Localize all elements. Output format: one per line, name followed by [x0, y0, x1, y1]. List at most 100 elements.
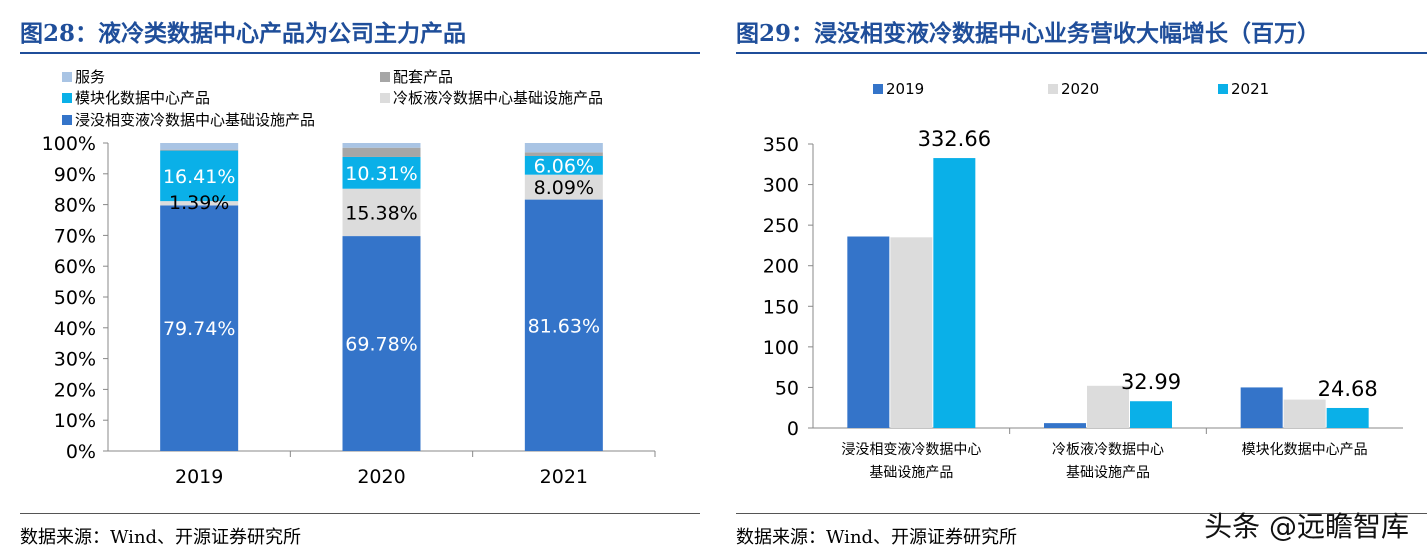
bar-segment-coldplate-2020: [342, 188, 421, 237]
bar-2019-1: [1044, 423, 1086, 428]
legend-swatch: [1218, 84, 1228, 94]
legend-label: 服务: [75, 68, 106, 86]
bar-segment-service-2021: [524, 143, 603, 153]
x-tick-label: 基础设施产品: [1066, 464, 1150, 481]
figure-29-title: 图29：浸没相变液冷数据中心业务营收大幅增长（百万）: [736, 20, 1321, 47]
bar-2019-0: [847, 236, 890, 428]
y-tick-label: 20%: [54, 379, 96, 401]
legend-item-coldplate: 冷板液冷数据中心基础设施产品: [380, 87, 603, 108]
legend-swatch: [380, 92, 390, 103]
y-tick-label: 100: [763, 337, 799, 359]
y-tick-label: 40%: [54, 318, 96, 340]
y-tick-label: 30%: [54, 349, 96, 371]
bar-segment-modular-2019: [160, 150, 239, 202]
legend-item-2020: 2020: [1048, 80, 1099, 98]
x-tick-label: 冷板液冷数据中心: [1052, 442, 1164, 458]
data-label-2021-1: 32.99: [1121, 370, 1181, 394]
bar-segment-coldplate-2021: [524, 174, 603, 200]
data-label-coldplate-2021: 8.09%: [534, 177, 594, 199]
y-tick-label: 350: [763, 134, 799, 156]
y-tick-label: 250: [763, 215, 799, 237]
data-label-coldplate-2020: 15.38%: [345, 202, 417, 224]
data-label-2021-2: 24.68: [1318, 377, 1378, 401]
legend-item-service: 服务: [62, 66, 105, 87]
bar-2020-2: [1283, 399, 1326, 428]
legend-item-2021: 2021: [1218, 80, 1269, 98]
data-label-2021-0: 332.66: [918, 127, 991, 151]
x-tick-label: 模块化数据中心产品: [1242, 442, 1368, 458]
watermark: 头条 @远瞻智库: [1204, 510, 1409, 543]
title-rule: [736, 52, 1427, 54]
bar-2019-2: [1240, 387, 1283, 428]
bar-segment-coldplate-2019: [160, 201, 239, 206]
source-rule: [20, 513, 700, 514]
y-tick-label: 50: [775, 377, 799, 399]
figure-29-source: 数据来源：Wind、开源证券研究所: [736, 527, 1018, 548]
y-tick-label: 200: [763, 256, 799, 278]
legend-swatch: [62, 71, 72, 82]
bar-segment-service-2020: [342, 143, 421, 148]
bar-segment-modular-2021: [524, 155, 603, 175]
bar-segment-immersion-2019: [160, 205, 239, 451]
bar-segment-modular-2020: [342, 156, 421, 189]
grouped-bar-chart: 050100150200250300350浸没相变液冷数据中心基础设施产品332…: [763, 127, 1403, 481]
legend-label: 配套产品: [393, 68, 454, 86]
legend-label: 冷板液冷数据中心基础设施产品: [393, 89, 604, 107]
bar-2021-1: [1130, 401, 1172, 428]
y-tick-label: 50%: [54, 287, 96, 309]
legend-swatch: [1048, 84, 1058, 94]
figure-28-title: 图28：液冷类数据中心产品为公司主力产品: [20, 20, 467, 47]
legend-swatch: [873, 84, 883, 94]
source-rule: [736, 513, 1427, 514]
figure-28-source: 数据来源：Wind、开源证券研究所: [20, 527, 302, 548]
data-label-coldplate-2019: 1.39%: [169, 192, 229, 214]
x-tick-label: 基础设施产品: [869, 464, 953, 481]
data-label-immersion-2021: 81.63%: [528, 315, 600, 337]
bar-segment-supporting-2021: [524, 152, 603, 156]
y-tick-label: 150: [763, 296, 799, 318]
legend-label: 模块化数据中心产品: [75, 89, 211, 107]
y-tick-label: 70%: [54, 225, 96, 247]
y-tick-label: 0%: [66, 441, 96, 463]
legend-swatch: [62, 92, 72, 103]
legend-item-modular: 模块化数据中心产品: [62, 87, 210, 108]
data-label-immersion-2019: 79.74%: [163, 318, 235, 340]
legend-label: 浸没相变液冷数据中心基础设施产品: [75, 111, 316, 129]
legend-item-2019: 2019: [873, 80, 924, 98]
bar-2020-1: [1087, 385, 1129, 428]
legend-label: 2020: [1061, 80, 1100, 98]
y-tick-label: 10%: [54, 410, 96, 432]
x-tick-label: 2020: [357, 466, 405, 488]
bar-segment-supporting-2020: [342, 147, 421, 157]
y-tick-label: 80%: [54, 195, 96, 217]
bar-segment-immersion-2020: [342, 236, 421, 451]
stacked-bar-chart: 0% 10% 20% 30% 40% 50% 60% 70% 80% 90% 100% 2019 79.…: [42, 133, 656, 488]
data-label-modular-2021: 6.06%: [534, 155, 594, 177]
y-tick-label: 100%: [42, 133, 96, 155]
legend-label: 2021: [1231, 80, 1270, 98]
data-label-modular-2020: 10.31%: [345, 163, 417, 185]
y-tick-label: 90%: [54, 164, 96, 186]
bar-2021-0: [933, 158, 976, 428]
legend-item-immersion: 浸没相变液冷数据中心基础设施产品: [62, 109, 315, 130]
x-tick-label: 浸没相变液冷数据中心: [841, 442, 981, 458]
bar-2020-0: [890, 237, 933, 428]
bar-segment-immersion-2021: [524, 199, 603, 451]
y-tick-label: 300: [763, 175, 799, 197]
x-tick-label: 2019: [175, 466, 223, 488]
y-tick-label: 0: [787, 418, 799, 440]
legend-label: 2019: [886, 80, 925, 98]
title-rule: [20, 52, 700, 54]
x-tick-label: 2021: [540, 466, 588, 488]
legend-swatch: [62, 114, 72, 125]
bar-segment-service-2019: [160, 143, 239, 150]
y-tick-label: 60%: [54, 256, 96, 278]
figure-29-panel: 图29：浸没相变液冷数据中心业务营收大幅增长（百万） 2019 2020 2021 …: [728, 0, 1427, 559]
data-label-immersion-2020: 69.78%: [345, 334, 417, 356]
legend-item-supporting: 配套产品: [380, 66, 453, 87]
bar-segment-supporting-2019: [160, 149, 239, 151]
bar-2021-2: [1326, 407, 1369, 428]
legend-swatch: [380, 71, 390, 82]
data-label-modular-2019: 16.41%: [163, 166, 235, 188]
figure-28-panel: 图28：液冷类数据中心产品为公司主力产品 服务 配套产品模块化数据中心产品 冷板液冷…: [0, 0, 700, 559]
